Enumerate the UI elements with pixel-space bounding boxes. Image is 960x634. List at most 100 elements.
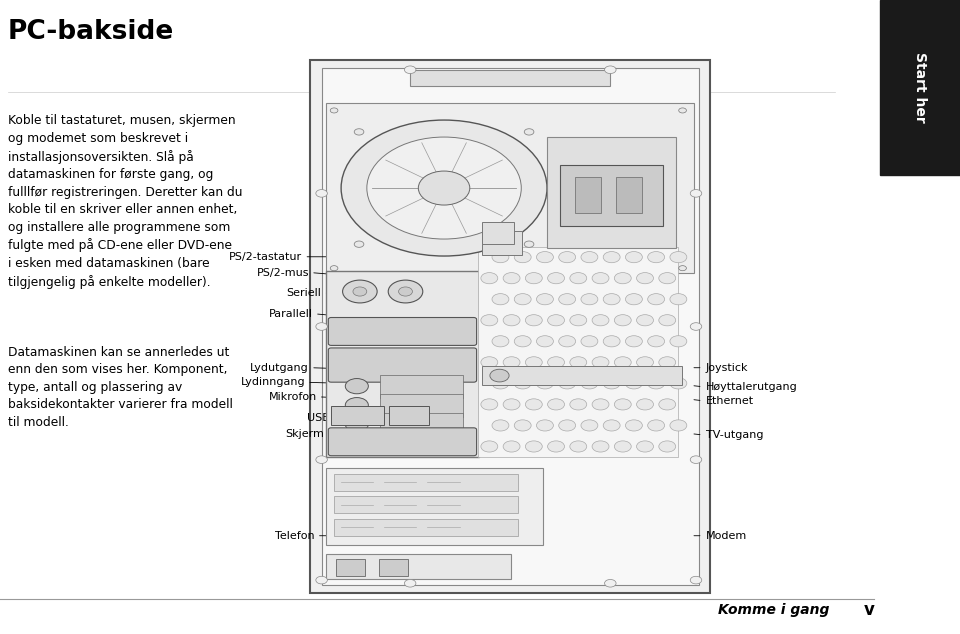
Circle shape (670, 378, 686, 389)
Circle shape (346, 398, 369, 413)
Text: v: v (864, 601, 875, 619)
Bar (334, 474, 517, 491)
Circle shape (690, 576, 702, 584)
Circle shape (354, 129, 364, 135)
Circle shape (626, 294, 642, 305)
Bar (880, 0, 960, 175)
Circle shape (346, 378, 369, 394)
Circle shape (490, 369, 509, 382)
Circle shape (398, 287, 413, 296)
Text: Parallell: Parallell (269, 309, 313, 319)
Bar (478, 247, 679, 457)
Circle shape (537, 252, 553, 262)
Circle shape (492, 294, 509, 305)
Circle shape (614, 399, 632, 410)
Circle shape (648, 420, 664, 431)
Circle shape (581, 252, 598, 262)
Circle shape (670, 420, 686, 431)
Circle shape (515, 252, 531, 262)
Text: Start her: Start her (913, 52, 927, 123)
Circle shape (603, 336, 620, 347)
Circle shape (353, 287, 367, 296)
Circle shape (316, 190, 327, 197)
Circle shape (581, 336, 598, 347)
Bar (334, 519, 517, 536)
Circle shape (481, 273, 498, 284)
Circle shape (547, 273, 564, 284)
Circle shape (341, 120, 547, 256)
Text: PS/2-tastatur: PS/2-tastatur (229, 252, 302, 262)
Circle shape (603, 378, 620, 389)
Circle shape (559, 378, 576, 389)
Circle shape (636, 441, 654, 452)
Circle shape (525, 357, 542, 368)
Bar (322, 68, 699, 585)
Circle shape (636, 314, 654, 326)
Circle shape (626, 378, 642, 389)
Bar (547, 137, 676, 248)
Circle shape (316, 323, 327, 330)
Circle shape (636, 399, 654, 410)
Circle shape (515, 336, 531, 347)
FancyBboxPatch shape (328, 428, 476, 456)
Circle shape (605, 579, 616, 587)
Circle shape (581, 378, 598, 389)
Circle shape (690, 323, 702, 330)
Text: Høyttalerutgang: Høyttalerutgang (706, 382, 798, 392)
Bar (326, 103, 694, 273)
Bar (379, 394, 464, 417)
Circle shape (648, 378, 664, 389)
Circle shape (670, 336, 686, 347)
Circle shape (636, 273, 654, 284)
Circle shape (592, 441, 609, 452)
Circle shape (419, 171, 469, 205)
Circle shape (559, 294, 576, 305)
Bar (482, 231, 522, 255)
Circle shape (367, 137, 521, 239)
Circle shape (570, 399, 587, 410)
Circle shape (690, 456, 702, 463)
Circle shape (481, 357, 498, 368)
Bar (560, 165, 662, 226)
Bar (482, 222, 515, 244)
Circle shape (614, 273, 632, 284)
Circle shape (547, 357, 564, 368)
Bar (482, 366, 683, 385)
Circle shape (343, 280, 377, 303)
Circle shape (515, 420, 531, 431)
Circle shape (404, 579, 416, 587)
Circle shape (592, 357, 609, 368)
Text: PS/2-mus: PS/2-mus (256, 268, 309, 278)
Circle shape (605, 66, 616, 74)
Circle shape (492, 378, 509, 389)
Text: Lydutgang: Lydutgang (251, 363, 309, 373)
Circle shape (603, 420, 620, 431)
Circle shape (659, 357, 676, 368)
Circle shape (603, 294, 620, 305)
Circle shape (626, 420, 642, 431)
Circle shape (679, 266, 686, 271)
FancyBboxPatch shape (328, 348, 476, 382)
Circle shape (330, 108, 338, 113)
Circle shape (503, 399, 520, 410)
Circle shape (404, 66, 416, 74)
Circle shape (547, 399, 564, 410)
Circle shape (354, 241, 364, 247)
Bar (379, 375, 464, 398)
Text: Komme i gang: Komme i gang (718, 603, 829, 617)
Circle shape (346, 417, 369, 432)
Circle shape (581, 420, 598, 431)
Circle shape (592, 399, 609, 410)
Circle shape (659, 399, 676, 410)
Circle shape (592, 314, 609, 326)
Text: Mikrofon: Mikrofon (269, 392, 317, 402)
Circle shape (524, 129, 534, 135)
Bar (334, 496, 517, 513)
Text: PC-bakside: PC-bakside (8, 19, 174, 45)
Bar (310, 60, 710, 593)
Circle shape (659, 273, 676, 284)
Text: Modem: Modem (706, 531, 747, 541)
Circle shape (388, 280, 422, 303)
Bar (379, 559, 408, 576)
Bar (326, 468, 542, 545)
